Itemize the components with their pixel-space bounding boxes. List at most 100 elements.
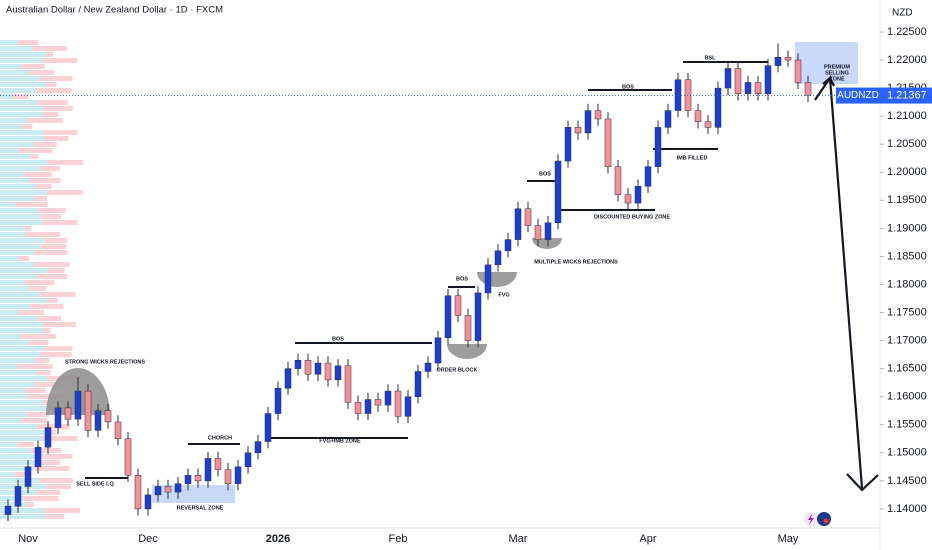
profile-bar [0, 88, 36, 93]
profile-bar [0, 322, 42, 327]
annotation: ZONE [829, 76, 845, 82]
profile-bar [0, 370, 37, 375]
candle-body [214, 458, 222, 470]
profile-bar [0, 226, 25, 231]
candle-body [364, 399, 372, 414]
profile-bar [0, 94, 12, 99]
candle-body [694, 110, 702, 123]
profile-bar [0, 412, 27, 417]
profile-bar [0, 76, 40, 81]
candle-body [384, 390, 392, 406]
profile-bar [37, 316, 62, 321]
profile-bar [0, 40, 18, 45]
profile-bar [42, 58, 78, 63]
candle-body [504, 239, 512, 252]
profile-bar [35, 88, 72, 93]
candle-body [744, 82, 752, 94]
profile-bar [0, 478, 40, 483]
profile-bar [0, 280, 25, 285]
x-tick-label: Mar [509, 533, 528, 545]
y-tick-label: 1.22000 [887, 54, 927, 66]
icon-flag[interactable] [817, 512, 831, 526]
icon-flag-dot [823, 518, 829, 524]
y-tick-label: 1.19000 [887, 222, 927, 234]
y-tick-label: 1.15500 [887, 419, 927, 431]
profile-bar [28, 70, 55, 75]
profile-bar [0, 70, 29, 75]
profile-bar [45, 52, 54, 57]
candle-body [414, 371, 422, 397]
last-price-label: 1.21367 [887, 89, 927, 101]
candle-body [54, 407, 62, 428]
profile-bar [29, 178, 61, 183]
profile-bar [0, 274, 37, 279]
profile-bar [0, 436, 42, 441]
candle-body [434, 337, 442, 364]
profile-bar [0, 394, 28, 399]
profile-bar [0, 82, 46, 87]
profile-bar [0, 496, 25, 501]
x-tick-label: Dec [138, 533, 158, 545]
candle-body [424, 362, 432, 372]
profile-bar [0, 52, 46, 57]
symbol-label: AUDNZD [837, 90, 879, 101]
profile-bar [0, 448, 32, 453]
profile-bar [26, 118, 63, 123]
candle-body [154, 486, 162, 496]
bowl [447, 344, 487, 359]
profile-bar [0, 316, 38, 321]
annotation: IMB FILLED [677, 155, 708, 161]
profile-bar [0, 220, 43, 225]
profile-bar [21, 124, 33, 129]
candle-body [114, 421, 122, 440]
profile-bar [37, 490, 61, 495]
profile-bar [0, 484, 46, 489]
candle-body [684, 79, 692, 111]
profile-bar [33, 142, 57, 147]
candle-body [724, 68, 732, 89]
candle-body [144, 494, 152, 510]
profile-bar [0, 232, 26, 237]
profile-bar [0, 310, 19, 315]
profile-bar [42, 460, 61, 465]
currency-label: NZD [892, 8, 913, 19]
candle-body [794, 59, 802, 83]
profile-bar [47, 160, 83, 165]
profile-bar [46, 190, 83, 195]
profile-bar [39, 292, 76, 297]
candle-body [454, 295, 462, 316]
profile-bar [0, 424, 37, 429]
profile-bar [0, 334, 21, 339]
annotation: BOS [456, 276, 468, 282]
profile-bar [0, 466, 34, 471]
profile-bar [41, 322, 77, 327]
candle-body [584, 110, 592, 134]
y-tick-label: 1.17500 [887, 306, 927, 318]
profile-bar [27, 394, 63, 399]
annotation: SELLING [825, 70, 849, 76]
candle-body [404, 396, 412, 417]
candle-body [514, 208, 522, 240]
profile-bar [0, 118, 27, 123]
candle-body [764, 65, 772, 94]
candle-body [314, 362, 322, 375]
y-tick-label: 1.20000 [887, 166, 927, 178]
candle-body [624, 194, 632, 204]
profile-bar [0, 502, 26, 507]
profile-bar [18, 256, 30, 261]
profile-bar [20, 334, 57, 339]
y-tick-label: 1.17000 [887, 334, 927, 346]
forecast-arrow [814, 74, 879, 492]
profile-bar [37, 184, 52, 189]
profile-bar [0, 298, 48, 303]
candles [4, 43, 812, 522]
annotation: BOS [332, 336, 344, 342]
profile-bar [23, 172, 52, 177]
candle-body [734, 68, 742, 94]
annotation: BOS [622, 84, 634, 90]
candle-body [774, 56, 782, 66]
profile-bar [0, 238, 45, 243]
profile-bar [40, 166, 60, 171]
profile-bar [47, 298, 58, 303]
